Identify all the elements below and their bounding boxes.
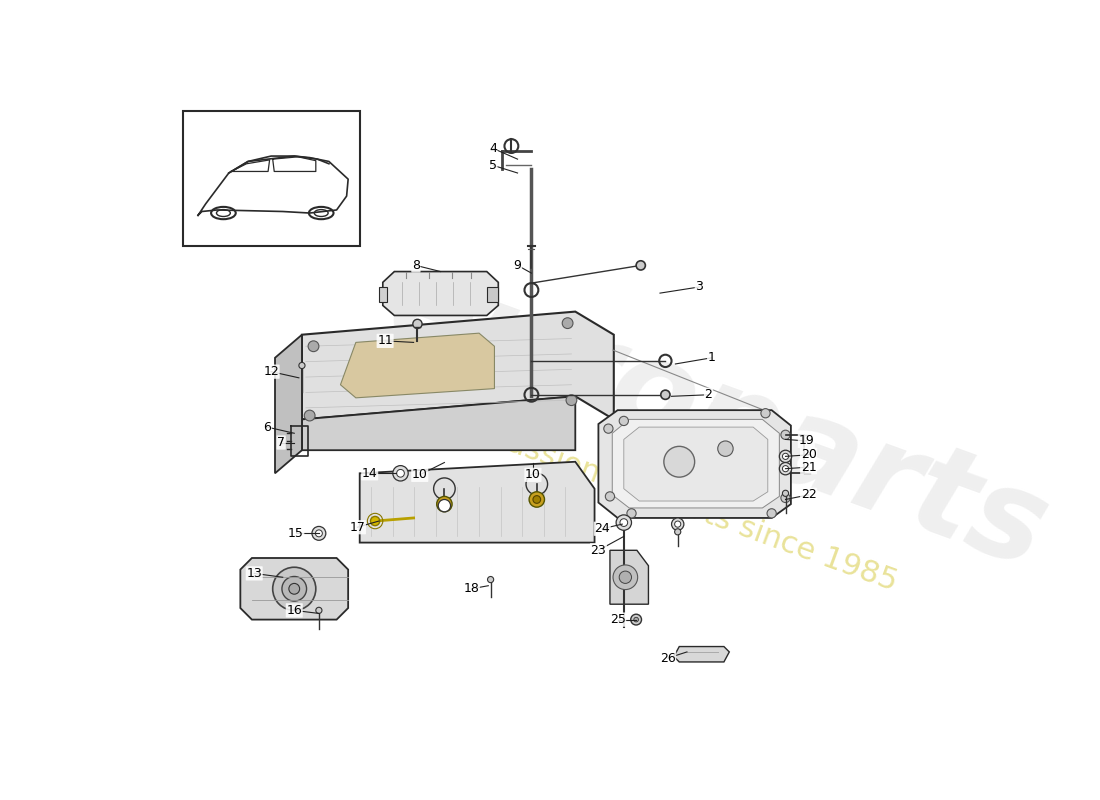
Circle shape [312, 526, 326, 540]
Polygon shape [378, 287, 387, 302]
Circle shape [620, 518, 628, 526]
Circle shape [634, 618, 638, 622]
Circle shape [440, 500, 449, 508]
Text: 10: 10 [411, 468, 428, 482]
Text: 12: 12 [263, 365, 279, 378]
Polygon shape [383, 271, 498, 315]
Circle shape [782, 454, 789, 459]
Text: 5: 5 [488, 158, 497, 172]
Circle shape [397, 470, 405, 477]
Text: 24: 24 [594, 522, 610, 535]
Text: 18: 18 [463, 582, 480, 595]
Polygon shape [341, 333, 495, 398]
Circle shape [630, 614, 641, 625]
Circle shape [674, 521, 681, 527]
Circle shape [782, 466, 789, 472]
Text: 4: 4 [490, 142, 497, 155]
Bar [183, 111, 360, 246]
Text: 23: 23 [591, 544, 606, 557]
Circle shape [779, 450, 792, 462]
Text: 19: 19 [799, 434, 814, 447]
Text: 2: 2 [705, 388, 713, 402]
Circle shape [438, 499, 451, 512]
Polygon shape [241, 558, 348, 619]
Circle shape [674, 529, 681, 535]
Circle shape [627, 509, 636, 518]
Polygon shape [360, 462, 594, 542]
Circle shape [393, 466, 408, 481]
Text: 21: 21 [801, 461, 816, 474]
Circle shape [433, 478, 455, 499]
Circle shape [289, 583, 299, 594]
Circle shape [299, 362, 305, 369]
Polygon shape [301, 396, 575, 450]
Circle shape [664, 446, 695, 477]
Circle shape [437, 496, 452, 512]
Polygon shape [624, 427, 768, 501]
Circle shape [371, 517, 380, 526]
Circle shape [761, 409, 770, 418]
Circle shape [616, 515, 631, 530]
Text: 9: 9 [514, 259, 521, 272]
Circle shape [661, 390, 670, 399]
Text: a passion for parts since 1985: a passion for parts since 1985 [458, 412, 901, 597]
Circle shape [487, 577, 494, 582]
Text: 13: 13 [246, 567, 262, 580]
Circle shape [604, 424, 613, 434]
Polygon shape [609, 550, 649, 604]
Text: 6: 6 [263, 421, 272, 434]
Text: 14: 14 [362, 467, 377, 480]
Circle shape [605, 492, 615, 501]
Circle shape [282, 577, 307, 601]
Circle shape [619, 416, 628, 426]
Polygon shape [613, 419, 779, 508]
Circle shape [779, 462, 792, 475]
Circle shape [782, 490, 789, 496]
Circle shape [412, 319, 422, 329]
Text: 11: 11 [377, 334, 393, 347]
Circle shape [781, 430, 790, 439]
Text: 3: 3 [695, 281, 703, 294]
Circle shape [566, 394, 576, 406]
Text: 26: 26 [660, 651, 675, 665]
Circle shape [305, 410, 315, 421]
Text: 7: 7 [277, 436, 285, 449]
Text: 16: 16 [286, 604, 302, 617]
Circle shape [619, 571, 631, 583]
Text: europarts: europarts [373, 245, 1063, 594]
Polygon shape [275, 334, 301, 474]
Polygon shape [598, 410, 791, 518]
Circle shape [308, 341, 319, 352]
Text: 25: 25 [609, 613, 626, 626]
Text: 20: 20 [801, 448, 816, 462]
Polygon shape [486, 287, 498, 302]
Circle shape [636, 261, 646, 270]
Circle shape [316, 530, 322, 537]
Circle shape [273, 567, 316, 610]
Circle shape [532, 496, 541, 503]
Text: 22: 22 [801, 488, 816, 502]
Text: 10: 10 [525, 468, 541, 482]
Polygon shape [301, 312, 614, 419]
Circle shape [781, 494, 790, 502]
Circle shape [562, 318, 573, 329]
Circle shape [767, 509, 777, 518]
Circle shape [526, 474, 548, 495]
Circle shape [717, 441, 734, 456]
Text: 15: 15 [288, 527, 304, 540]
Text: 1: 1 [707, 351, 715, 364]
Circle shape [613, 565, 638, 590]
Circle shape [316, 607, 322, 614]
Circle shape [671, 518, 684, 530]
Text: 8: 8 [411, 259, 420, 272]
Polygon shape [674, 646, 729, 662]
Text: 17: 17 [350, 521, 365, 534]
Circle shape [529, 492, 544, 507]
